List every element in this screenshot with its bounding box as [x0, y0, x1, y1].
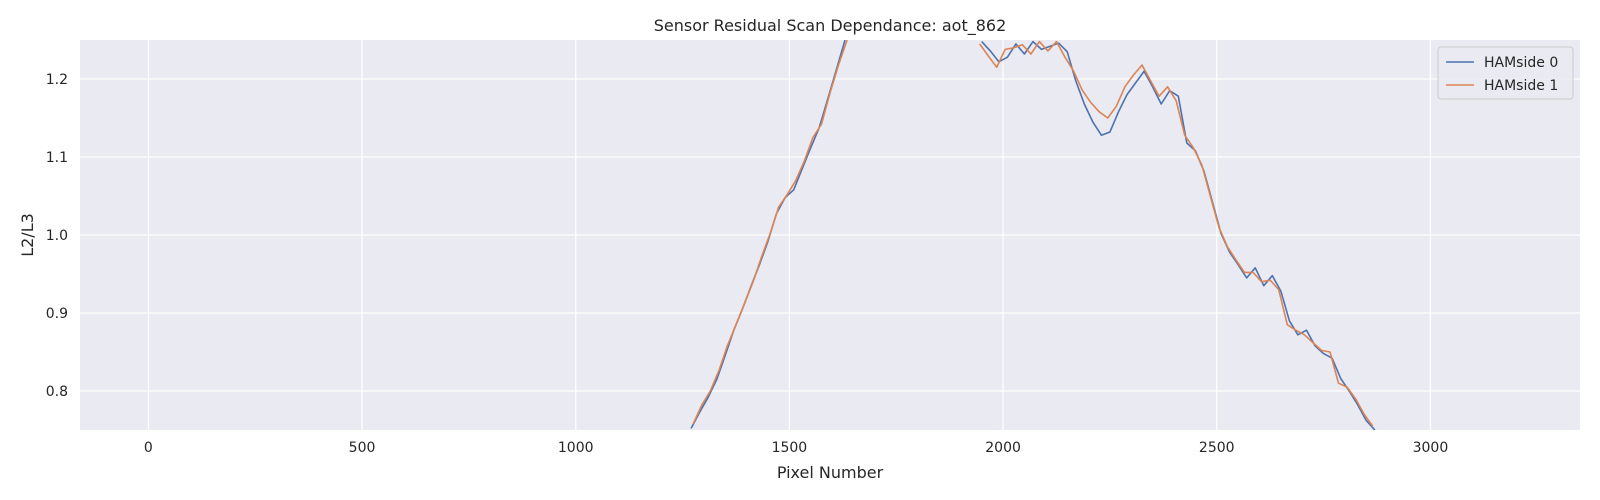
y-axis-title: L2/L3	[18, 213, 37, 257]
y-tick-labels: 0.8 0.9 1.0 1.1 1.2	[46, 72, 68, 400]
grid	[80, 40, 1580, 430]
series-line-hamside-1	[692, 40, 1374, 427]
legend-label: HAMside 0	[1484, 55, 1558, 71]
x-tick-label: 0	[144, 440, 153, 456]
y-tick-label: 1.0	[46, 228, 68, 244]
legend: HAMside 0 HAMside 1	[1437, 46, 1574, 100]
x-tick-labels: 0 500 1000 1500 2000 2500 3000	[144, 440, 1448, 456]
legend-box	[1437, 46, 1574, 100]
x-tick-label: 500	[349, 440, 376, 456]
chart-title: Sensor Residual Scan Dependance: aot_862	[654, 16, 1007, 36]
y-tick-label: 0.9	[46, 306, 68, 322]
legend-label: HAMside 1	[1484, 78, 1558, 94]
x-tick-label: 3000	[1413, 440, 1449, 456]
x-tick-label: 1000	[558, 440, 594, 456]
x-tick-label: 2500	[1199, 440, 1235, 456]
series-layer	[690, 40, 1376, 430]
x-axis-title: Pixel Number	[777, 463, 884, 482]
x-tick-label: 2000	[985, 440, 1021, 456]
y-tick-label: 1.2	[46, 72, 68, 88]
x-tick-label: 1500	[772, 440, 808, 456]
y-tick-label: 0.8	[46, 384, 68, 400]
y-tick-label: 1.1	[46, 150, 68, 166]
